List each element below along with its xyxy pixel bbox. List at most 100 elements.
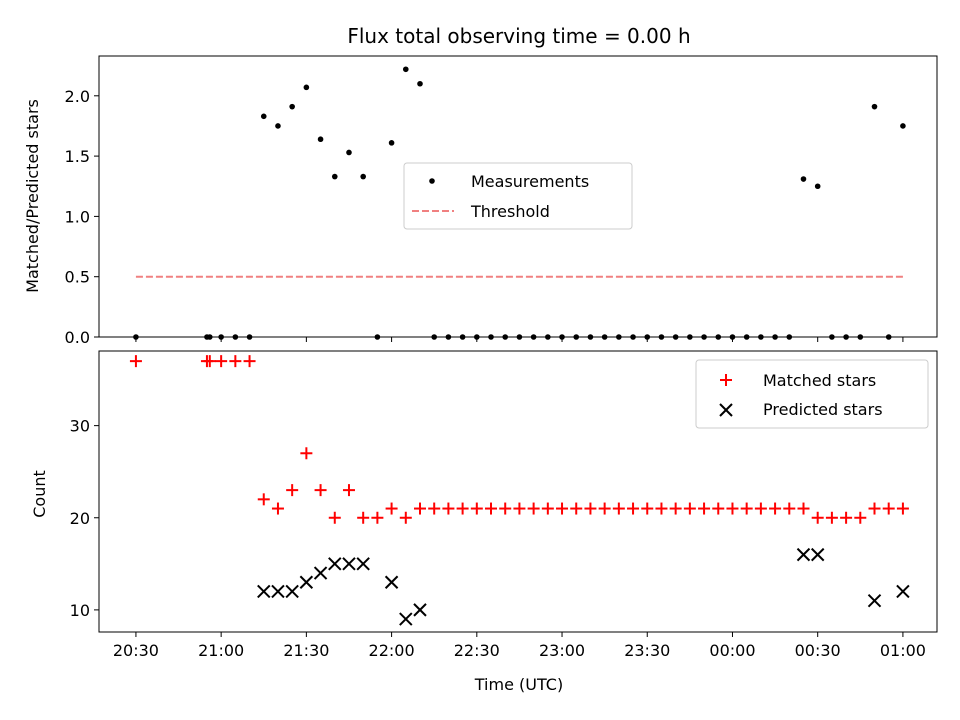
measurement-point <box>317 136 324 143</box>
measurement-point <box>545 334 551 340</box>
predicted-star-point <box>413 603 427 617</box>
measurement-point <box>800 176 807 182</box>
matched-star-point <box>229 355 242 368</box>
top-y-tick-label: 0.0 <box>65 328 90 347</box>
measurement-point <box>587 334 594 340</box>
matched-star-point <box>513 502 526 515</box>
measurement-point <box>758 334 764 340</box>
measurement-point <box>289 103 295 110</box>
matched-star-point <box>286 484 299 497</box>
predicted-star-point <box>271 584 285 599</box>
chart-title: Flux total observing time = 0.00 h <box>347 24 690 48</box>
measurement-point <box>857 334 864 340</box>
x-tick-label: 21:00 <box>198 641 244 660</box>
measurement-point <box>743 334 750 340</box>
matched-star-point <box>527 502 540 515</box>
matched-star-point <box>442 502 455 515</box>
x-tick-label: 23:30 <box>624 641 670 660</box>
measurement-point <box>516 334 523 340</box>
measurement-point <box>900 123 906 129</box>
measurement-point <box>573 334 580 340</box>
matched-star-point <box>300 447 313 460</box>
measurement-point <box>232 334 239 340</box>
predicted-star-point <box>896 584 910 599</box>
measurement-point <box>715 334 722 340</box>
measurement-point <box>843 334 849 340</box>
predicted-star-point <box>299 575 314 589</box>
bottom-panel: 10 20 30 20:30 21:00 21:30 22:00 22:30 23:00 23:… <box>30 350 938 694</box>
top-y-axis-label: Matched/Predicted stars <box>23 99 42 293</box>
measurement-point <box>658 334 665 340</box>
measurement-point <box>502 334 509 340</box>
top-data-marks <box>133 66 906 340</box>
predicted-star-point <box>356 557 370 571</box>
measurement-point <box>133 334 139 340</box>
top-y-tick-label: 1.5 <box>65 147 90 166</box>
bottom-y-tick-label: 10 <box>70 601 90 620</box>
measurement-point <box>417 80 423 87</box>
matched-star-point <box>257 493 270 506</box>
matched-star-point <box>896 502 909 515</box>
legend-measurements-label: Measurements <box>471 172 589 191</box>
matched-star-point <box>655 502 668 515</box>
predicted-star-point <box>342 557 356 571</box>
matched-star-point <box>783 502 796 515</box>
measurement-point <box>218 334 224 340</box>
matched-star-point <box>428 502 441 515</box>
matched-star-point <box>726 502 739 515</box>
matched-star-point <box>598 502 611 515</box>
x-tick-label: 21:30 <box>283 641 329 660</box>
measurement-point <box>474 334 480 340</box>
measurement-point <box>701 334 707 340</box>
bottom-x-ticks: 20:30 21:00 21:30 22:00 22:30 23:00 23:30 00:00… <box>113 632 926 660</box>
x-tick-label: 23:00 <box>539 641 585 660</box>
bottom-y-tick-label: 30 <box>70 417 90 436</box>
predicted-star-point <box>399 612 413 626</box>
matched-star-point <box>641 502 654 515</box>
matched-star-point <box>854 511 867 524</box>
measurement-point <box>488 334 494 340</box>
matched-star-point <box>584 502 597 515</box>
x-tick-label: 22:00 <box>369 641 415 660</box>
matched-star-point <box>314 484 327 497</box>
top-y-tick-label: 0.5 <box>65 268 90 287</box>
measurement-point <box>644 334 651 340</box>
x-axis-label: Time (UTC) <box>474 675 563 694</box>
predicted-star-point <box>796 547 811 562</box>
matched-star-point <box>740 502 753 515</box>
matched-star-point <box>129 355 142 368</box>
measurement-point <box>275 123 281 129</box>
predicted-star-point <box>328 557 342 571</box>
matched-star-point <box>499 502 512 515</box>
top-y-tick-label: 1.0 <box>65 207 90 226</box>
legend-matched-label: Matched stars <box>763 371 876 390</box>
bottom-axes-frame <box>98 350 938 633</box>
measurement-point <box>786 334 793 340</box>
bottom-y-ticks: 10 20 30 <box>70 417 99 620</box>
matched-star-point <box>712 502 725 515</box>
measurement-point <box>772 334 778 340</box>
matched-star-point <box>612 502 625 515</box>
matched-star-point <box>342 484 355 497</box>
matched-star-point <box>669 502 682 515</box>
measurement-point <box>445 334 452 340</box>
matched-star-point <box>882 502 895 515</box>
bottom-data-marks <box>129 355 910 626</box>
matched-star-point <box>698 502 711 515</box>
matched-star-point <box>868 502 881 515</box>
measurement-point <box>687 334 693 340</box>
matched-star-point <box>413 502 426 515</box>
measurement-point <box>871 103 878 110</box>
measurement-point <box>374 334 381 340</box>
matched-star-point <box>754 502 767 515</box>
measurement-point <box>402 66 409 73</box>
matched-star-point <box>203 355 216 368</box>
predicted-star-point <box>257 584 271 599</box>
predicted-star-point <box>313 566 328 580</box>
measurement-point <box>814 183 821 190</box>
predicted-star-point <box>384 575 399 589</box>
legend-matched-marker <box>720 374 732 386</box>
measurement-point <box>260 113 267 120</box>
matched-star-point <box>456 502 469 515</box>
matched-star-point <box>357 511 370 524</box>
